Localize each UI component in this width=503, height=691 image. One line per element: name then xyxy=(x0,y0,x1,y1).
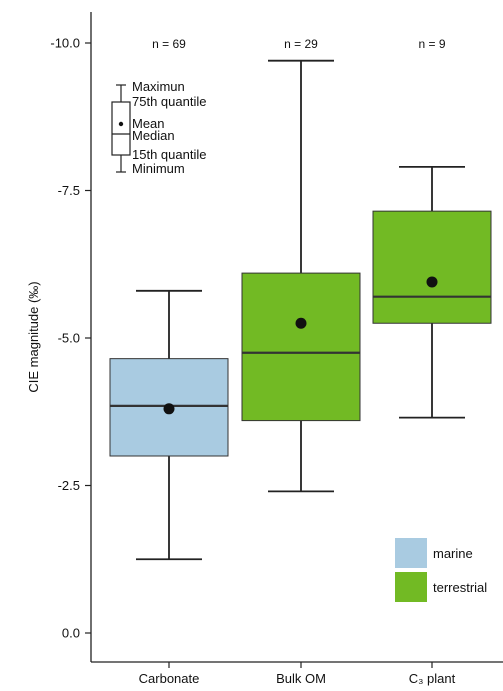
key-label-max: Maximun xyxy=(132,79,185,94)
key-box xyxy=(111,101,131,156)
y-tick-label: -5.0 xyxy=(58,331,80,346)
box-iqr xyxy=(241,272,361,422)
box-carbonate xyxy=(109,289,229,561)
legend: marine terrestrial xyxy=(395,538,487,602)
box-key: Maximun 75th quantile Mean Median 15th q… xyxy=(111,79,206,176)
key-label-q75: 75th quantile xyxy=(132,94,206,109)
x-tick-label: C₃ plant xyxy=(409,671,456,686)
box-bulk-om xyxy=(241,59,361,493)
legend-label-marine: marine xyxy=(433,546,473,561)
key-mean-dot xyxy=(118,121,124,127)
n-label: n = 69 xyxy=(152,37,186,51)
legend-swatch-marine xyxy=(395,538,427,568)
x-tick-label: Carbonate xyxy=(139,671,200,686)
legend-label-terrestrial: terrestrial xyxy=(433,580,487,595)
y-tick-label: 0.0 xyxy=(62,626,80,641)
n-label: n = 29 xyxy=(284,37,318,51)
x-tick-label: Bulk OM xyxy=(276,671,326,686)
y-tick-label: -7.5 xyxy=(58,183,80,198)
n-label: n = 9 xyxy=(418,37,445,51)
mean-dot xyxy=(426,276,438,288)
key-label-q15: 15th quantile xyxy=(132,147,206,162)
mean-dot xyxy=(163,403,175,415)
y-tick-label: -2.5 xyxy=(58,478,80,493)
y-axis-title: CIE magnitude (‰) xyxy=(26,281,41,392)
box-c-plant xyxy=(372,165,492,419)
key-label-mean: Mean xyxy=(132,116,165,131)
box-iqr xyxy=(372,210,492,324)
key-label-median: Median xyxy=(132,128,175,143)
y-tick-label: -10.0 xyxy=(50,36,80,51)
key-label-min: Minimum xyxy=(132,161,185,176)
mean-dot xyxy=(295,317,307,329)
legend-swatch-terrestrial xyxy=(395,572,427,602)
